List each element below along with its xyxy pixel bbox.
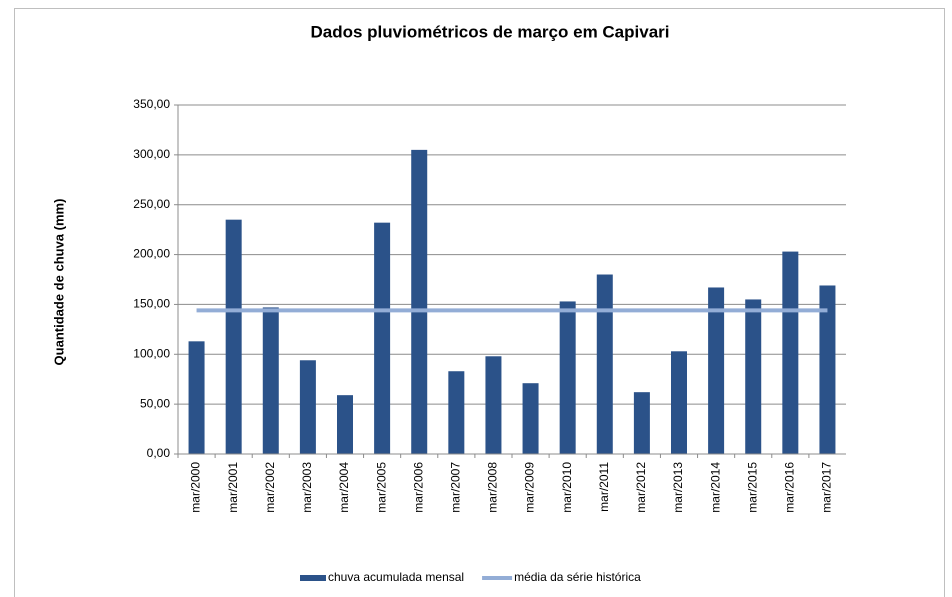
chart-title: Dados pluviométricos de março em Capivar… [310,22,669,41]
x-tick-label: mar/2001 [226,462,240,513]
x-tick-label: mar/2011 [597,462,611,512]
x-tick-label: mar/2006 [411,462,425,513]
bar [337,395,353,454]
bar [225,219,242,454]
bar [633,392,650,454]
bar [374,222,391,454]
bar [485,356,502,454]
bar [188,341,205,454]
x-tick-label: mar/2005 [374,462,388,513]
bar [411,149,428,454]
x-tick-label: mar/2002 [263,462,277,513]
bar [448,371,465,454]
x-tick-label: mar/2000 [189,462,203,513]
legend-label: média da série histórica [514,570,641,584]
bar [819,285,836,454]
x-tick-label: mar/2012 [634,462,648,513]
x-tick-label: mar/2017 [820,462,834,513]
y-axis-label: Quantidade de chuva (mm) [51,199,66,366]
y-tick-label: 100,00 [133,346,170,360]
x-tick-label: mar/2009 [523,462,537,513]
x-tick-label: mar/2008 [486,462,500,513]
bar [262,307,279,454]
bar [596,274,613,454]
legend-swatch [300,575,326,581]
bar [708,287,725,454]
bar [522,383,539,454]
x-tick-label: mar/2015 [745,462,759,513]
legend-label: chuva acumulada mensal [328,570,464,584]
bar [782,251,799,454]
y-tick-label: 250,00 [133,197,170,211]
bar [559,301,576,454]
y-tick-label: 300,00 [133,147,170,161]
bar [745,299,762,454]
y-tick-label: 50,00 [140,396,170,410]
x-tick-label: mar/2007 [449,462,463,513]
x-tick-label: mar/2010 [560,462,574,513]
x-tick-label: mar/2013 [671,462,685,513]
y-tick-label: 0,00 [147,446,171,460]
x-tick-label: mar/2014 [708,462,722,513]
y-tick-label: 200,00 [133,247,170,261]
y-tick-label: 150,00 [133,297,170,311]
x-tick-label: mar/2004 [337,462,351,513]
y-tick-label: 350,00 [133,97,170,111]
bar [299,360,316,454]
bar [671,351,687,454]
x-tick-label: mar/2003 [300,462,314,513]
x-tick-label: mar/2016 [783,462,797,513]
